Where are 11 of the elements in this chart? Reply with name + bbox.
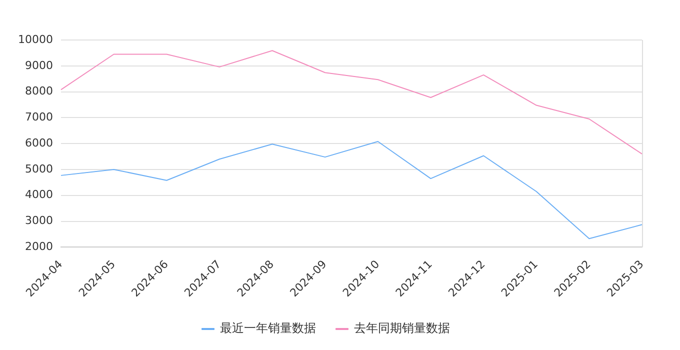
y-tick-label: 10000 [18, 32, 53, 46]
y-tick-label: 5000 [24, 162, 53, 176]
legend-label: 最近一年销量数据 [220, 321, 316, 336]
legend-label: 去年同期销量数据 [354, 321, 450, 336]
y-tick-label: 9000 [24, 58, 53, 72]
y-tick-label: 6000 [24, 136, 53, 150]
y-tick-label: 3000 [24, 214, 53, 228]
y-tick-label: 2000 [24, 240, 53, 254]
y-tick-label: 4000 [24, 188, 53, 202]
y-tick-label: 8000 [24, 84, 53, 98]
y-tick-label: 7000 [24, 110, 53, 124]
